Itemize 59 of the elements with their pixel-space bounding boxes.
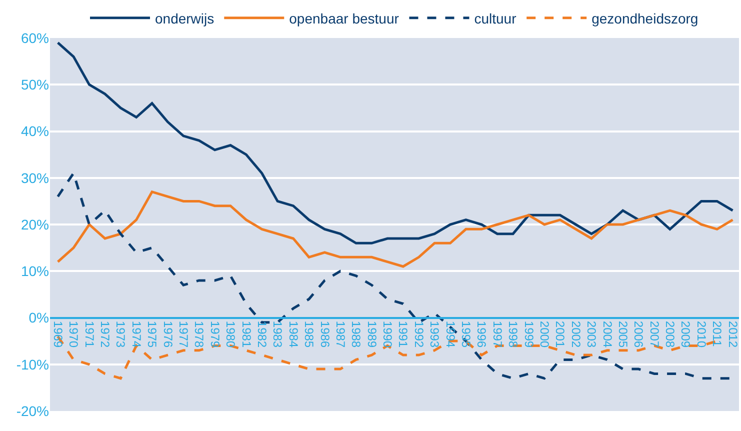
legend-label: onderwijs — [155, 10, 214, 26]
x-tick-label: 2009 — [678, 320, 693, 348]
x-tick-label: 2001 — [553, 320, 568, 348]
legend-label: gezondheidszorg — [592, 10, 698, 26]
x-tick-label: 2004 — [600, 320, 614, 348]
x-tick-label: 1974 — [129, 320, 144, 348]
x-tick-label: 1996 — [474, 320, 489, 348]
x-tick-label: 2011 — [710, 320, 724, 348]
x-tick-label: 1973 — [114, 320, 128, 348]
x-tick-label: 1989 — [364, 320, 379, 348]
x-tick-label: 1986 — [318, 320, 332, 348]
x-tick-label: 1999 — [522, 320, 536, 348]
y-tick-label: -10% — [16, 356, 49, 372]
x-tick-label: 1971 — [82, 320, 96, 348]
x-tick-label: 1992 — [412, 320, 426, 348]
x-tick-label: 1997 — [490, 320, 504, 348]
x-tick-label: 1969 — [50, 320, 65, 348]
x-tick-label: 1988 — [349, 320, 364, 348]
x-tick-label: 2003 — [584, 320, 599, 348]
x-tick-label: 1995 — [459, 320, 474, 348]
x-tick-label: 1987 — [333, 320, 348, 348]
x-tick-label: 1985 — [302, 320, 316, 348]
x-tick-label: 2012 — [726, 320, 740, 348]
y-tick-label: 10% — [20, 263, 49, 280]
x-tick-label: 1998 — [506, 320, 520, 348]
line-series — [56, 41, 734, 244]
x-tick-label: 1979 — [208, 320, 222, 348]
x-tick-label: 1976 — [160, 320, 175, 348]
y-tick-label: 40% — [20, 123, 49, 140]
x-tick-label: 1991 — [396, 320, 410, 348]
y-tick-label: 20% — [20, 216, 49, 232]
x-tick-label: 1983 — [270, 320, 285, 348]
x-tick-label: 1990 — [380, 320, 395, 348]
x-tick-label: 2008 — [663, 320, 678, 348]
x-tick-label: 1972 — [98, 320, 112, 348]
x-tick-label: 2002 — [568, 320, 583, 348]
x-tick-label: 2006 — [632, 320, 646, 348]
y-tick-label: 30% — [20, 170, 49, 186]
x-tick-label: 1977 — [176, 320, 191, 348]
x-tick-label: 1981 — [239, 320, 254, 348]
legend-label: cultuur — [474, 10, 517, 26]
x-tick-label: 2000 — [537, 320, 552, 348]
line-series — [56, 190, 734, 268]
x-tick-label: 1984 — [286, 320, 300, 348]
x-tick-label: 2007 — [647, 320, 662, 348]
x-tick-label: 1978 — [192, 320, 206, 348]
x-tick-label: 2005 — [616, 320, 630, 348]
x-tick-label: 1980 — [224, 320, 238, 348]
y-tick-label: 50% — [20, 76, 49, 93]
y-tick-label: 0% — [28, 310, 49, 326]
x-tick-label: 1993 — [428, 320, 442, 348]
y-tick-label: -20% — [16, 402, 49, 419]
x-tick-label: 1975 — [145, 320, 160, 348]
x-tick-label: 1994 — [443, 320, 458, 348]
x-tick-label: 2010 — [694, 320, 708, 348]
legend-label: openbaar bestuur — [289, 10, 400, 26]
x-tick-label: 1982 — [254, 320, 269, 348]
x-tick-label: 1970 — [66, 320, 81, 348]
y-tick-label: 60% — [20, 30, 49, 46]
